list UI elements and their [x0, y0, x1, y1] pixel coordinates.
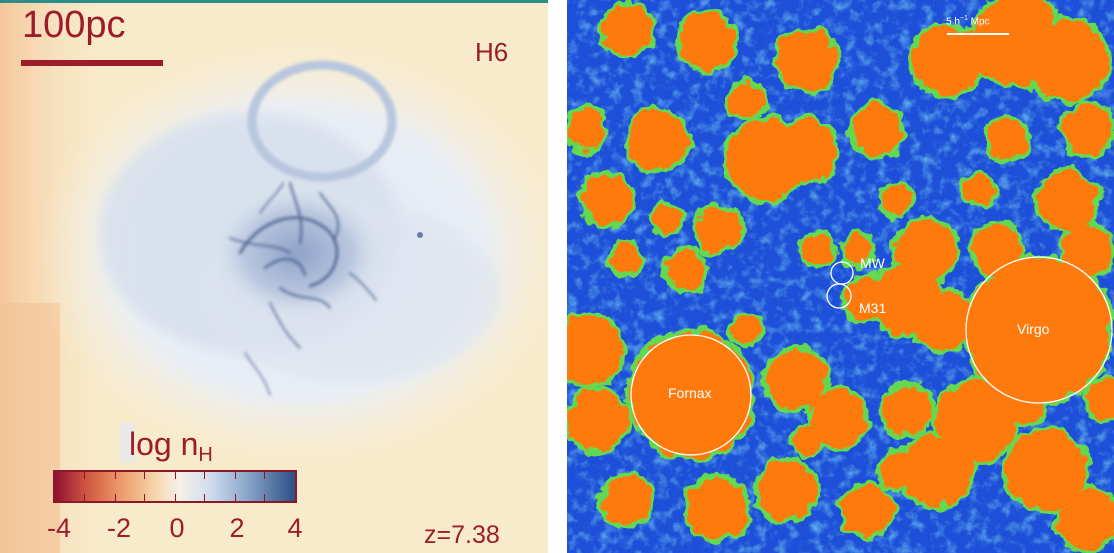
colorbar-title: log nH: [129, 426, 213, 466]
halo-blob: [845, 278, 889, 322]
halo-blob: [937, 380, 1017, 460]
halo-label-m31: M31: [859, 300, 887, 316]
halo-blob: [879, 452, 915, 488]
colorbar-tick: [115, 472, 116, 479]
halo-blob: [842, 485, 892, 535]
colorbar-tick: [83, 494, 85, 501]
halo-blob: [777, 120, 837, 180]
halo-blob: [679, 12, 735, 68]
colorbar-tick: [263, 472, 265, 479]
halo-blob: [567, 390, 627, 450]
scale-bar: [21, 60, 163, 66]
halo-blob: [1037, 170, 1097, 230]
colorbar-tick: [235, 472, 236, 479]
colorbar: [53, 470, 297, 503]
halo-blob: [962, 175, 992, 205]
halo-blob: [842, 235, 872, 265]
halo-blob: [612, 245, 642, 275]
colorbar-tick: [143, 494, 145, 501]
m31-circle: [826, 283, 852, 309]
halo-blob: [1007, 380, 1047, 420]
halo-blob: [757, 460, 817, 520]
halo-blob: [897, 220, 957, 280]
halo-blob: [912, 25, 982, 95]
colorbar-tick-label: -2: [106, 513, 132, 543]
panel-top-border: [0, 0, 548, 3]
halo-blob: [732, 315, 762, 345]
map-scale-bar: [947, 33, 1009, 35]
halo-blob: [729, 82, 765, 118]
halo-blob: [629, 333, 753, 457]
halo-label-fornax: Fornax: [668, 385, 712, 401]
halo-blob: [1007, 430, 1087, 510]
cosmic-web-image: [567, 0, 1114, 553]
halo-blob: [1057, 490, 1114, 550]
halo-blob: [967, 258, 1111, 402]
colorbar-tick: [143, 472, 145, 479]
halo-blob: [882, 185, 912, 215]
colorbar-tick-label: -4: [46, 513, 72, 543]
halo-blob: [809, 392, 865, 448]
halo-blob: [912, 290, 972, 350]
colorbar-tick-label: 4: [287, 513, 303, 543]
halo-blob: [803, 236, 831, 264]
map-scale-label: 5 h−1 Mpc: [946, 15, 990, 28]
virgo-circle: [965, 256, 1113, 404]
halo-blob: [567, 110, 607, 150]
halo-blob: [777, 30, 837, 90]
halo-blob: [695, 208, 739, 252]
colorbar-tick: [175, 494, 176, 501]
halo-blob: [582, 175, 632, 225]
colorbar-tick: [235, 494, 236, 501]
halo-blob: [792, 425, 822, 455]
halo-blob: [652, 205, 682, 235]
simulation-label: H6: [475, 37, 509, 67]
halo-blob: [667, 250, 707, 290]
colorbar-tick-label: 0: [169, 513, 185, 543]
colorbar-tick: [83, 472, 85, 479]
density-map-panel: 100pc H6 log nH -4 -2 0 2 4 z=7.38: [0, 0, 548, 553]
halo-blob: [567, 315, 622, 385]
halo-blob: [1062, 225, 1112, 275]
halo-blob: [1062, 105, 1112, 155]
colorbar-tick: [115, 494, 116, 501]
halo-blob: [602, 5, 652, 55]
halo-blob: [767, 350, 827, 410]
halo-label-mw: MW: [860, 255, 885, 271]
colorbar-tick: [203, 494, 205, 501]
halo-blob: [627, 110, 687, 170]
halo-blob: [987, 120, 1027, 160]
colorbar-tick-label: 2: [229, 513, 245, 543]
halo-blob: [1027, 20, 1107, 100]
halo-blob: [972, 225, 1022, 275]
colorbar-tick: [175, 472, 176, 479]
halo-blob: [902, 435, 972, 505]
halo-blob: [687, 480, 747, 540]
halo-blob: [602, 475, 652, 525]
redshift-label: z=7.38: [424, 521, 500, 549]
colorbar-tick: [263, 494, 265, 501]
colorbar-tick-labels: -4 -2 0 2 4: [40, 513, 330, 547]
halo-blob: [882, 385, 932, 435]
cosmic-web-panel: 5 h−1 Mpc MW M31 Fornax Virgo: [567, 0, 1114, 553]
halo-label-virgo: Virgo: [1017, 321, 1050, 337]
gas-density-image: [0, 3, 548, 553]
colorbar-tick: [203, 472, 205, 479]
halo-blob: [1087, 380, 1114, 420]
halo-blob: [852, 105, 902, 155]
fornax-circle: [630, 334, 752, 456]
scale-bar-label: 100pc: [22, 4, 126, 46]
